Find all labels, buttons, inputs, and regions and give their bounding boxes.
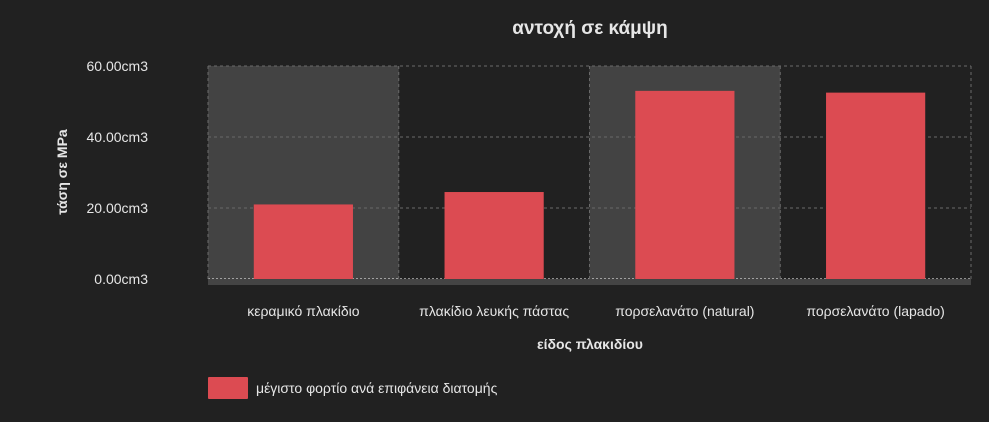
y-axis-label: τάση σε MPa — [54, 129, 70, 215]
y-tick-label: 60.00cm3 — [87, 58, 149, 74]
legend-swatch — [208, 377, 248, 399]
chart-title: αντοχή σε κάμψη — [512, 18, 667, 39]
bar — [826, 92, 926, 279]
x-tick-label: πορσελανάτο (lapado) — [806, 303, 944, 319]
bar — [253, 204, 353, 279]
y-tick-label: 0.00cm3 — [94, 271, 148, 287]
x-axis-line — [208, 279, 971, 285]
x-tick-label: κεραμικό πλακίδιο — [247, 303, 360, 319]
bars — [253, 90, 926, 279]
bar — [444, 192, 544, 279]
y-tick-label: 20.00cm3 — [87, 200, 149, 216]
x-tick-label: πορσελανάτο (natural) — [615, 303, 754, 319]
x-axis-label: είδος πλακιδίου — [537, 336, 643, 352]
legend-label: μέγιστο φορτίο ανά επιφάνεια διατομής — [256, 380, 498, 396]
x-tick-label: πλακίδιο λευκής πάστας — [419, 303, 569, 319]
axes: 0.00cm3 20.00cm3 40.00cm3 60.00cm3 κεραμικό … — [87, 58, 971, 319]
y-tick-label: 40.00cm3 — [87, 129, 149, 145]
bar — [635, 90, 735, 279]
legend: μέγιστο φορτίο ανά επιφάνεια διατομής — [208, 377, 497, 399]
